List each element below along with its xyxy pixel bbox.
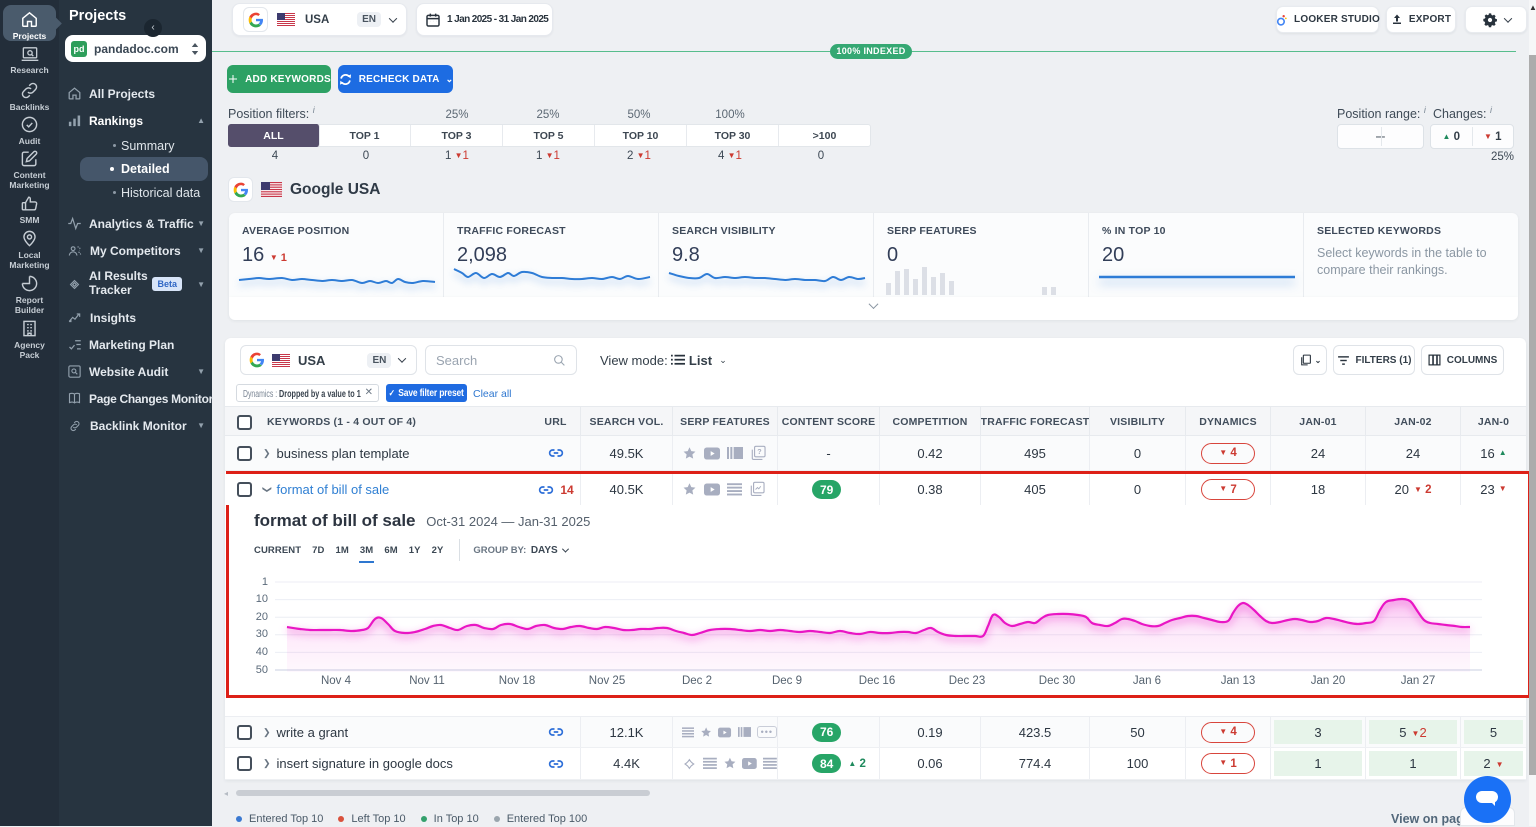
svg-text:?: ? xyxy=(757,447,761,456)
